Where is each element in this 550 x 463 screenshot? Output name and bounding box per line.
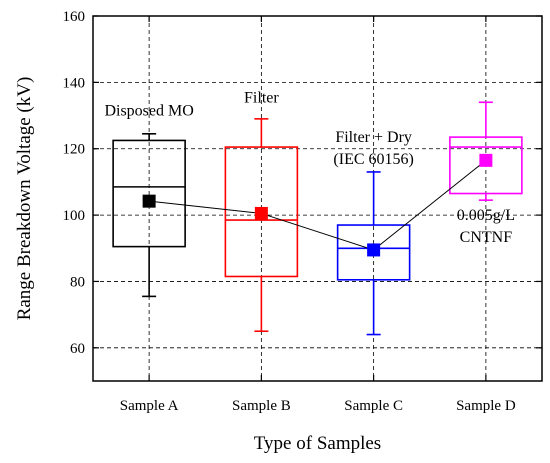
gridlines [93, 16, 542, 381]
mean-marker [479, 153, 493, 167]
box-sample-b [224, 118, 299, 333]
axes: 60 80 100 120 140 160 Sample A Sample B Sample C… [63, 9, 542, 414]
annotation-text: Filter [244, 89, 279, 106]
x-tick-label: Sample A [120, 398, 179, 414]
annotation-text: CNTNF [460, 229, 513, 246]
box-body [336, 224, 411, 281]
y-tick-label: 100 [63, 208, 86, 224]
y-tick-label: 80 [70, 274, 85, 290]
x-tick-label: Sample D [456, 398, 516, 414]
box-sample-d [449, 101, 523, 201]
mean-connecting-line [149, 159, 487, 251]
annotation-text: 0.005g/L [457, 207, 515, 224]
x-axis-title: Type of Samples [254, 433, 381, 454]
annotations: Disposed MO Filter Filter + Dry (IEC 60156)… [104, 89, 515, 246]
y-tick-label: 60 [70, 341, 85, 357]
plot-frame [92, 15, 543, 382]
box-body [449, 136, 523, 195]
box-body [224, 146, 299, 278]
x-tick-label: Sample B [232, 398, 291, 414]
mean-markers [142, 153, 493, 257]
mean-marker [367, 243, 381, 257]
y-tick-label: 160 [63, 9, 86, 25]
annotation-text: Filter + Dry [335, 129, 412, 146]
x-tick-label: Sample C [344, 398, 403, 414]
mean-marker [142, 194, 156, 208]
y-tick-label: 140 [63, 75, 86, 91]
y-axis-title: Range Breakdown Voltage (kV) [14, 77, 35, 321]
y-tick-label: 120 [63, 142, 86, 158]
box-body [112, 139, 186, 248]
annotation-text: Disposed MO [104, 103, 193, 120]
box-sample-a [112, 132, 186, 298]
mean-marker [254, 206, 268, 220]
annotation-text: (IEC 60156) [333, 151, 413, 168]
